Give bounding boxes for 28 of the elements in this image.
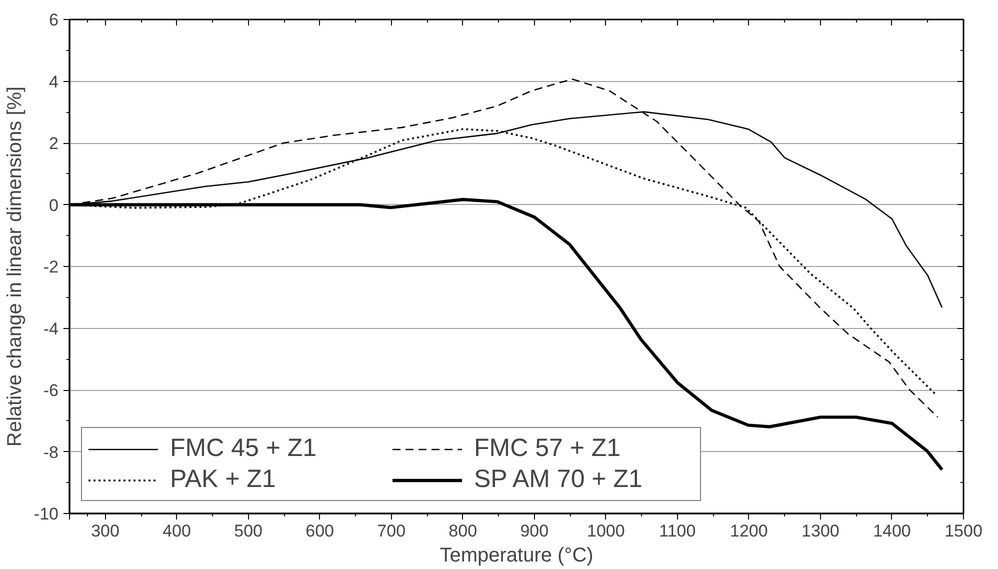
y-tick-label: -8 bbox=[43, 442, 59, 462]
y-tick-label: -4 bbox=[43, 319, 59, 338]
y-tick-label: -6 bbox=[43, 381, 59, 400]
x-tick-label: 800 bbox=[448, 522, 478, 540]
y-tick-label: 4 bbox=[49, 72, 59, 92]
y-tick-label: 2 bbox=[49, 134, 59, 153]
legend-label: FMC 57 + Z1 bbox=[474, 434, 622, 463]
x-tick-label: 1500 bbox=[944, 522, 982, 540]
x-tick-label: 500 bbox=[234, 522, 262, 540]
x-tick-label: 1200 bbox=[730, 522, 768, 540]
y-tick-label: -10 bbox=[34, 504, 59, 524]
y-axis-title: Relative change in linear dimensions [%] bbox=[4, 86, 26, 447]
x-tick-label: 900 bbox=[520, 522, 549, 540]
x-tick-label: 1400 bbox=[873, 522, 911, 540]
x-tick-label: 1300 bbox=[802, 522, 840, 540]
x-tick-label: 400 bbox=[162, 522, 191, 540]
x-tick-label: 600 bbox=[306, 522, 334, 540]
x-tick-label: 1100 bbox=[659, 522, 696, 540]
legend-label: FMC 45 + Z1 bbox=[170, 434, 318, 463]
x-tick-label: 700 bbox=[377, 522, 406, 540]
x-tick-label: 1000 bbox=[586, 522, 625, 540]
y-tick-label: 0 bbox=[49, 196, 59, 215]
y-tick-label: 6 bbox=[49, 10, 59, 30]
y-tick-label: -2 bbox=[43, 258, 59, 276]
legend-label: SP AM 70 + Z1 bbox=[474, 465, 644, 494]
x-tick-label: 300 bbox=[91, 522, 120, 540]
x-axis-title: Temperature (°C) bbox=[440, 544, 594, 566]
legend-label: PAK + Z1 bbox=[170, 465, 277, 494]
